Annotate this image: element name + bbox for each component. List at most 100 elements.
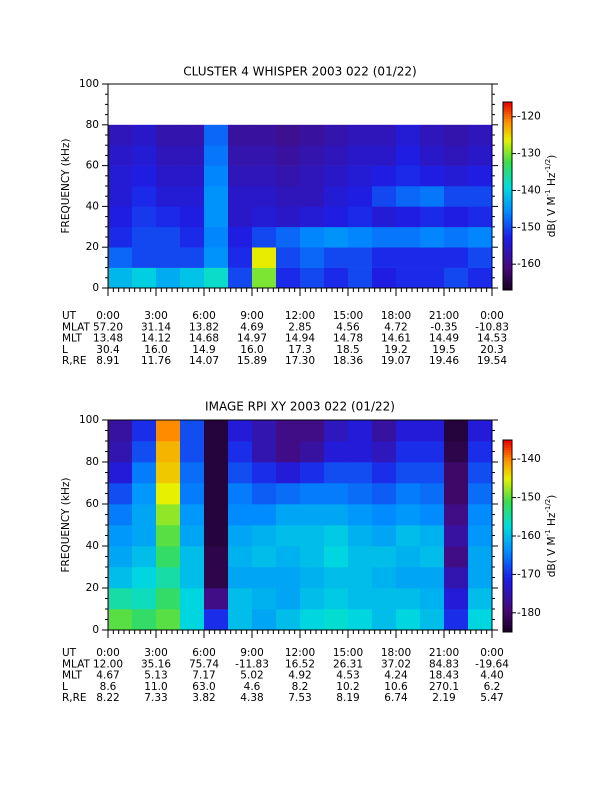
ephemeris-value: 270.1 bbox=[429, 681, 459, 693]
colorbar-swatch bbox=[503, 109, 512, 112]
spectrogram-cell bbox=[108, 247, 133, 268]
colorbar-swatch bbox=[503, 179, 512, 183]
colorbar-swatch bbox=[503, 454, 512, 458]
y-axis-label: FREQUENCY (kHz) bbox=[60, 139, 72, 234]
spectrogram-cell bbox=[396, 567, 421, 589]
spectrogram-cell bbox=[396, 247, 421, 268]
y-axis-label: FREQUENCY (kHz) bbox=[60, 478, 72, 573]
colorbar-swatch bbox=[503, 456, 512, 460]
spectrogram-cell bbox=[420, 247, 445, 268]
colorbar-swatch bbox=[503, 447, 512, 450]
colorbar-swatch bbox=[503, 158, 512, 162]
ephemeris-value: 8.91 bbox=[96, 355, 119, 367]
spectrogram-cell bbox=[132, 186, 157, 207]
ephemeris-value: 14.97 bbox=[237, 333, 267, 345]
spectrogram-cell bbox=[468, 567, 493, 589]
ephemeris-value: 7.17 bbox=[192, 670, 215, 682]
colorbar-tick-label: -160 bbox=[517, 530, 541, 542]
colorbar-swatch bbox=[503, 584, 512, 587]
colorbar-swatch bbox=[503, 598, 512, 602]
colorbar-swatch bbox=[503, 207, 512, 211]
colorbar-swatch bbox=[503, 212, 512, 216]
spectrogram-cell bbox=[348, 588, 373, 610]
colorbar-swatch bbox=[503, 572, 512, 575]
spectrogram-cell bbox=[372, 609, 397, 631]
colorbar-swatch bbox=[503, 156, 512, 159]
colorbar-swatch bbox=[503, 153, 512, 157]
spectrogram-cell bbox=[372, 504, 397, 526]
x-tick-label: 15:00 bbox=[333, 310, 363, 322]
spectrogram-cell bbox=[372, 525, 397, 547]
spectrogram-cell bbox=[204, 267, 229, 289]
ephemeris-value: 5.47 bbox=[480, 692, 503, 704]
colorbar-swatch bbox=[503, 608, 512, 611]
ephemeris-value: 14.53 bbox=[477, 333, 507, 345]
spectrogram-cell bbox=[300, 186, 325, 207]
spectrogram-cell bbox=[468, 609, 493, 631]
ephemeris-value: 14.78 bbox=[333, 333, 363, 345]
ephemeris-value: 11.0 bbox=[144, 681, 167, 693]
spectrogram-cell bbox=[132, 567, 157, 589]
spectrogram-cell bbox=[228, 267, 253, 289]
colorbar-swatch bbox=[503, 512, 512, 515]
spectrogram-cell bbox=[204, 247, 229, 268]
spectrogram-cell bbox=[348, 186, 373, 207]
ephemeris-value: 16.52 bbox=[285, 658, 315, 670]
spectrogram-cell bbox=[444, 588, 469, 610]
colorbar-swatch bbox=[503, 191, 512, 195]
colorbar-swatch bbox=[503, 287, 512, 291]
colorbar-swatch bbox=[503, 485, 512, 489]
y-tick-label: 100 bbox=[79, 78, 99, 90]
colorbar-swatch bbox=[503, 526, 512, 530]
spectrogram-cell bbox=[108, 546, 133, 568]
spectrogram-cell bbox=[444, 525, 469, 547]
spectrogram-cell bbox=[132, 124, 157, 146]
spectrogram-cell bbox=[108, 504, 133, 526]
spectrogram-cell bbox=[276, 226, 301, 248]
spectrogram-cell bbox=[468, 186, 493, 207]
spectrogram-cell bbox=[204, 483, 229, 505]
spectrogram-cell bbox=[156, 206, 181, 228]
colorbar-swatch bbox=[503, 596, 512, 599]
colorbar-swatch bbox=[503, 574, 512, 578]
spectrogram-cell bbox=[108, 124, 133, 146]
spectrogram-cell bbox=[180, 525, 205, 547]
ephemeris-value: 37.02 bbox=[381, 658, 411, 670]
spectrogram-cell bbox=[228, 525, 253, 547]
spectrogram-cell bbox=[276, 609, 301, 631]
ephemeris-value: 14.61 bbox=[381, 333, 411, 345]
spectrogram-cell bbox=[444, 226, 469, 248]
ephemeris-value: 18.36 bbox=[333, 355, 363, 367]
spectrogram-cell bbox=[204, 441, 229, 463]
spectrogram-cell bbox=[180, 186, 205, 207]
colorbar-swatch bbox=[503, 567, 512, 570]
spectrogram-cell bbox=[396, 546, 421, 568]
spectrogram-cell bbox=[372, 483, 397, 505]
ephemeris-value: 6.74 bbox=[384, 692, 408, 704]
colorbar-swatch bbox=[503, 528, 512, 532]
spectrogram-cell bbox=[228, 420, 253, 442]
spectrogram-cell bbox=[252, 165, 277, 187]
spectrogram-cell bbox=[180, 441, 205, 463]
spectrogram-cell bbox=[324, 247, 349, 268]
y-tick-label: 60 bbox=[86, 498, 99, 510]
spectrogram-cell bbox=[348, 420, 373, 442]
spectrogram-cell bbox=[348, 441, 373, 463]
spectrogram-cell bbox=[468, 145, 493, 166]
spectrogram-cell bbox=[252, 124, 277, 146]
colorbar-swatch bbox=[503, 531, 512, 534]
colorbar-swatch bbox=[503, 464, 512, 467]
spectrogram-cell bbox=[228, 546, 253, 568]
spectrogram-cell bbox=[372, 247, 397, 268]
spectrogram-cell bbox=[420, 609, 445, 631]
spectrogram-cell bbox=[444, 546, 469, 568]
spectrogram-cell bbox=[156, 226, 181, 248]
spectrogram-cell bbox=[132, 504, 157, 526]
spectrogram-cell bbox=[132, 462, 157, 484]
colorbar-swatch bbox=[503, 490, 512, 494]
colorbar-swatch bbox=[503, 562, 512, 566]
colorbar-swatch bbox=[503, 555, 512, 558]
colorbar-swatch bbox=[503, 459, 512, 462]
spectrogram-cell bbox=[372, 165, 397, 187]
colorbar-swatch bbox=[503, 516, 512, 520]
